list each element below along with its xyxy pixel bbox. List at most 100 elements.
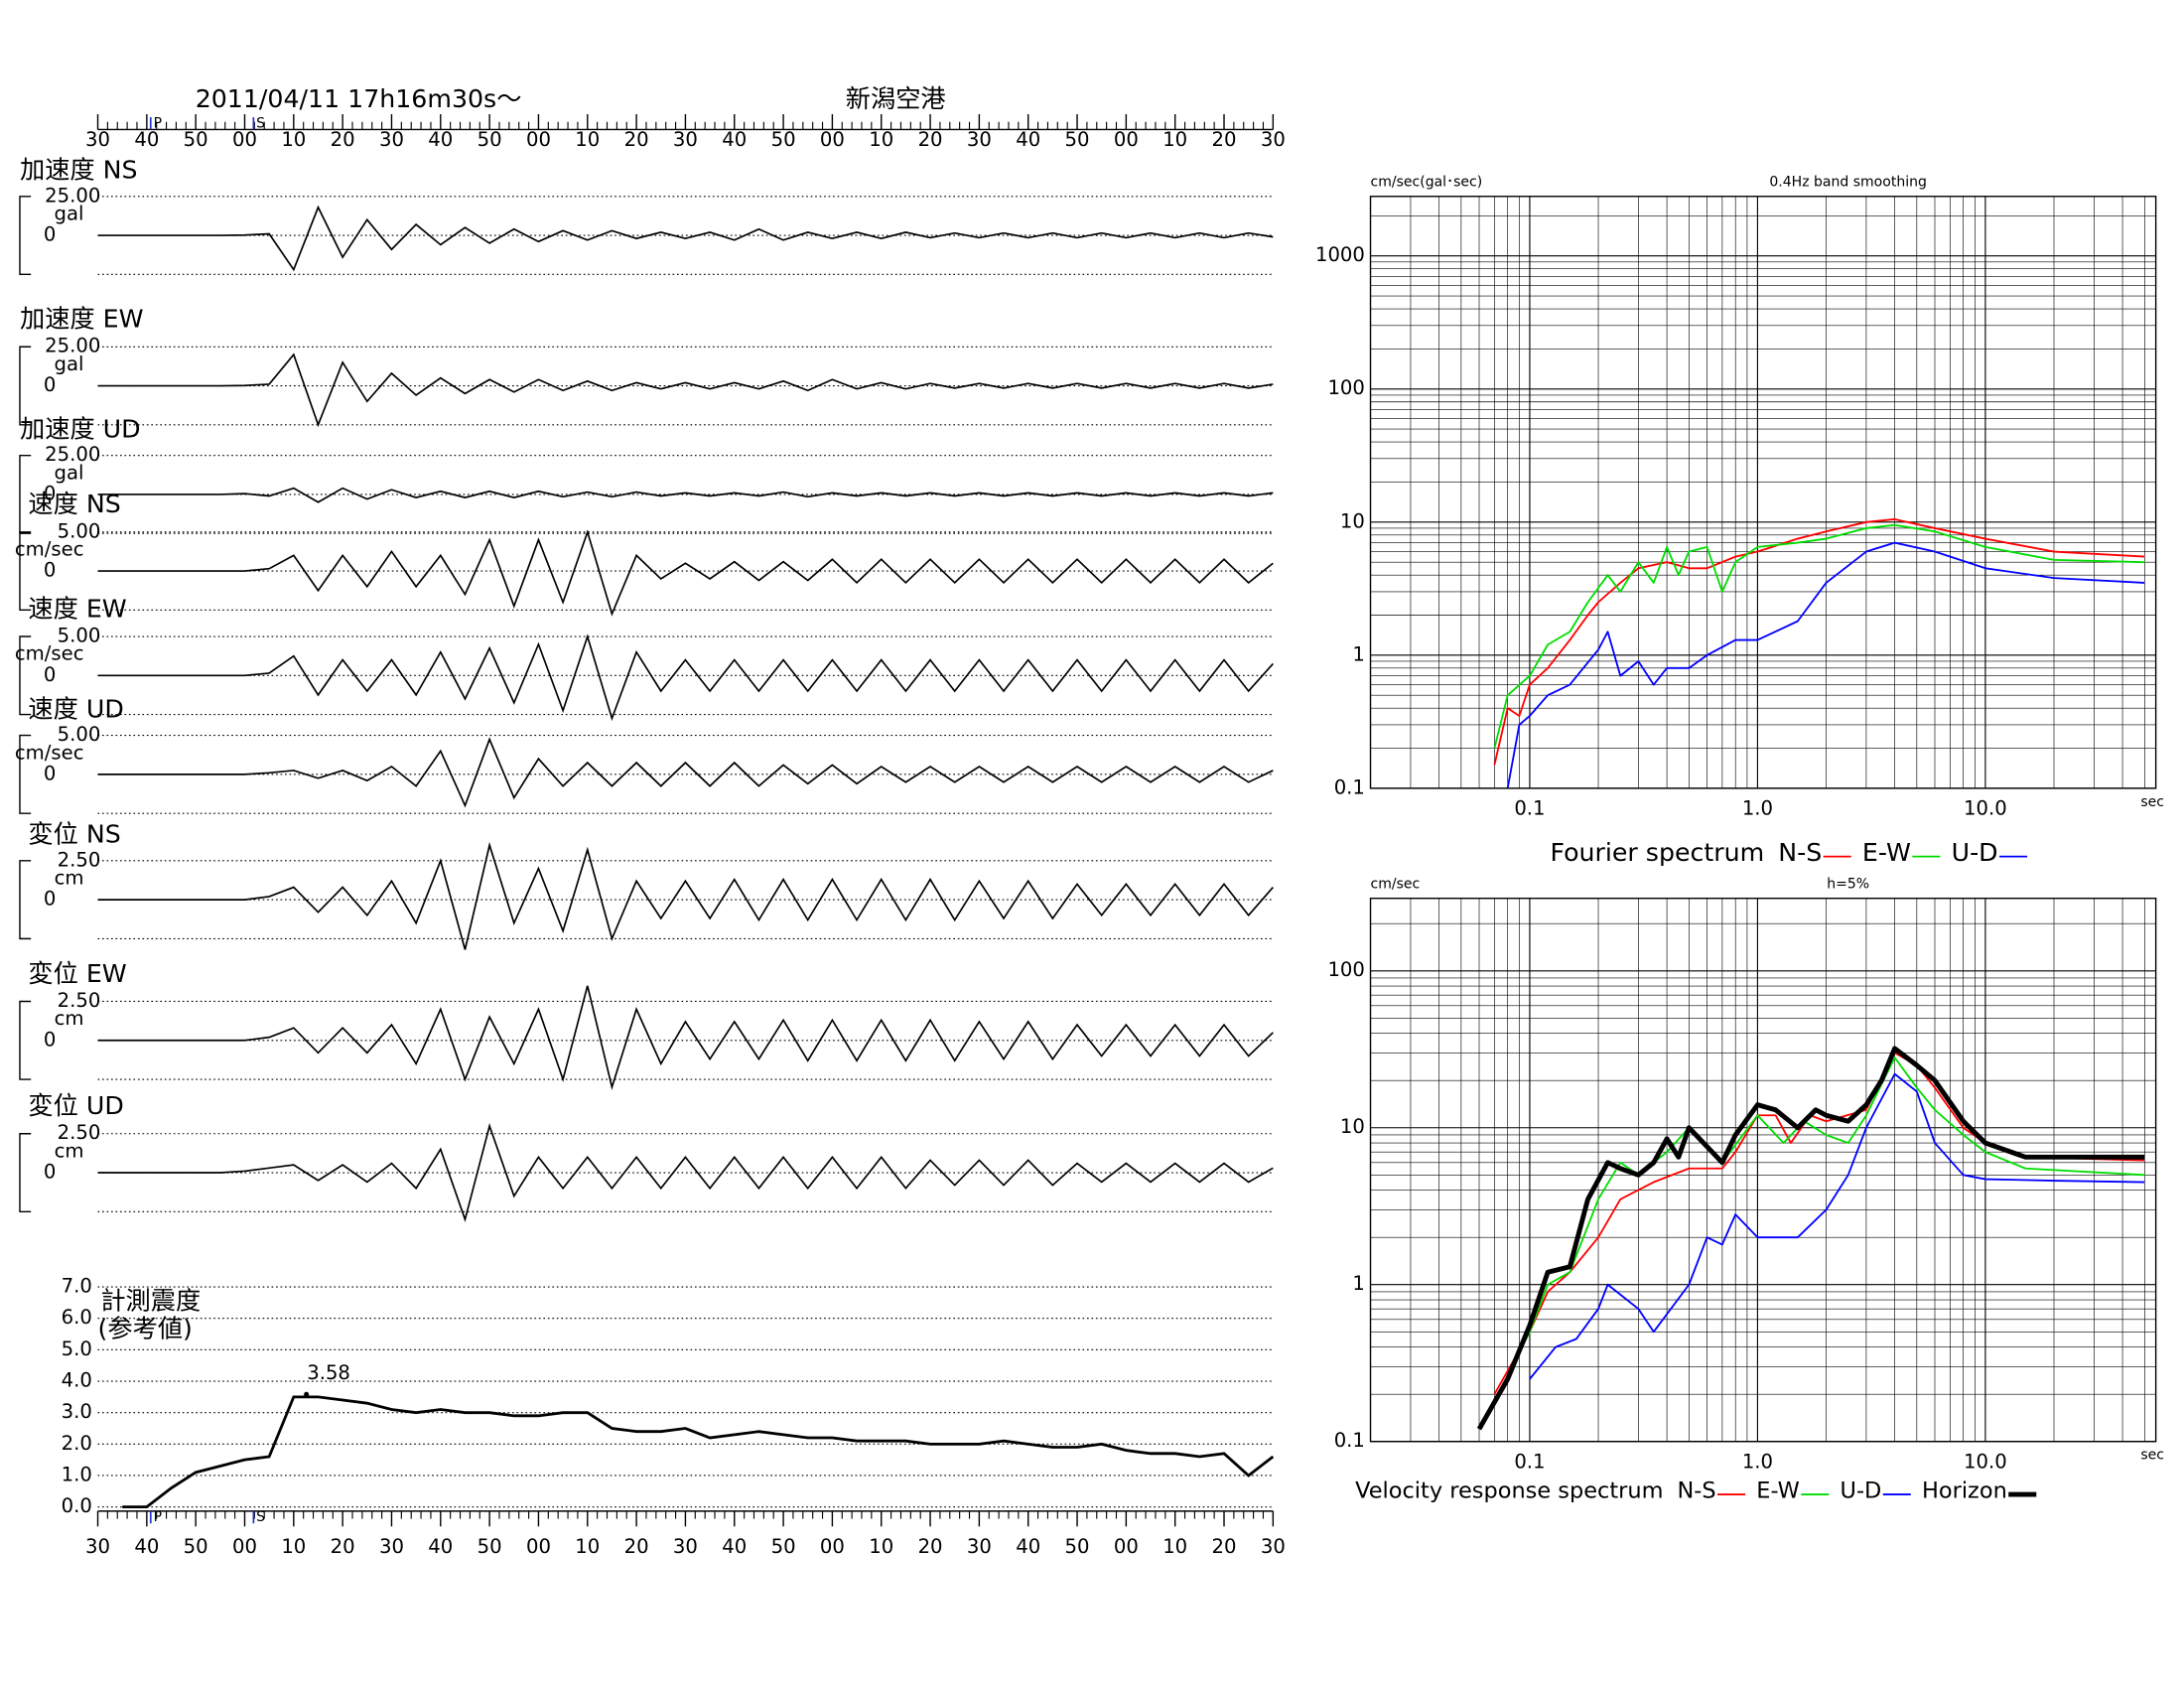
phase-label: P	[154, 1509, 162, 1525]
y-tick-label: 3.0	[62, 1400, 92, 1423]
time-tick-label: 00	[1114, 1535, 1139, 1558]
legend-label: Horizon	[1922, 1478, 2007, 1504]
y-tick-label: 0	[44, 482, 56, 504]
y-tick-label: 25.00	[45, 335, 100, 357]
panel-title: 変位 UD	[28, 1091, 123, 1120]
panel-bracket	[19, 196, 32, 276]
time-tick-label: 00	[1114, 128, 1139, 151]
spectrum-plot: 0.1 1 10 100 1000 0.1 1.0 10.0 cm/sec(gal･sec) se…	[1315, 175, 2164, 867]
time-tick-label: 50	[771, 1535, 796, 1558]
panel-bracket	[19, 454, 32, 534]
time-tick-label: 40	[722, 128, 747, 151]
y-unit-label: cm	[55, 867, 84, 890]
time-tick-label: 50	[478, 128, 502, 151]
y-tick-label: 0	[44, 762, 56, 784]
plot-subtitle: 0.4Hz band smoothing	[1769, 175, 1927, 191]
spectrum-line	[1493, 1052, 2145, 1395]
waveform-trace	[97, 985, 1274, 1091]
plot-title: Fourier spectrum	[1550, 838, 1764, 867]
time-tick-label: 10	[1162, 1535, 1187, 1558]
y-tick-label: 1000	[1315, 243, 1365, 266]
time-tick-label: 20	[1212, 128, 1237, 151]
panel-bracket	[19, 531, 32, 612]
time-tick-label: 30	[1261, 128, 1286, 151]
phase-label: P	[154, 115, 162, 131]
intensity-trace	[122, 1395, 1275, 1509]
time-tick-label: 00	[820, 1535, 845, 1558]
time-tick-label: 10	[869, 128, 893, 151]
panel-bracket	[19, 635, 32, 716]
spectrum-line	[1493, 523, 2145, 749]
waveform-trace	[97, 633, 1274, 722]
time-tick-label: 30	[85, 1535, 110, 1558]
y-tick-label: 4.0	[62, 1369, 92, 1392]
time-tick-label: 10	[869, 1535, 893, 1558]
plot-title: Velocity response spectrum	[1355, 1478, 1663, 1504]
time-tick-label: 30	[673, 1535, 698, 1558]
time-tick-label: 30	[967, 1535, 992, 1558]
y-tick-label: 0.1	[1334, 775, 1365, 798]
time-tick-label: 40	[722, 1535, 747, 1558]
y-tick-label: 1	[1352, 642, 1364, 665]
y-tick-label: 25.00	[45, 184, 100, 207]
plot-frame	[1369, 898, 2157, 1443]
time-tick-label: 40	[134, 1535, 159, 1558]
waveform-trace	[97, 352, 1274, 428]
time-tick-label: 30	[967, 128, 992, 151]
waveform-trace	[97, 205, 1274, 272]
y-unit-label: cm/sec(gal･sec)	[1371, 175, 1483, 191]
time-tick-label: 10	[575, 1535, 600, 1558]
y-unit-label: cm/sec	[15, 642, 84, 665]
peak-label: 3.58	[307, 1361, 350, 1384]
x-tick-label: 10.0	[1964, 796, 2007, 819]
time-tick-label: 00	[526, 1535, 551, 1558]
panel-bracket	[19, 734, 32, 814]
legend-label: N-S	[1778, 838, 1822, 867]
y-tick-label: 10	[1340, 1115, 1365, 1138]
y-tick-label: 1	[1352, 1272, 1364, 1295]
y-tick-label: 2.50	[58, 1121, 101, 1144]
y-unit-label: cm/sec	[1371, 877, 1421, 893]
time-tick-label: 20	[918, 1535, 943, 1558]
y-unit-label: cm/sec	[15, 538, 84, 561]
time-tick-label: 20	[918, 128, 943, 151]
panel-title: 速度 UD	[28, 694, 123, 723]
spectrum-line	[1493, 1056, 2145, 1402]
time-tick-label: 40	[1016, 1535, 1040, 1558]
intensity-panel: 0.0 1.0 2.0 3.0 4.0 5.0 6.0 7.0 計測震度(参考値) 3.58	[62, 1275, 1275, 1517]
time-tick-label: 10	[1162, 128, 1187, 151]
x-unit-label: sec	[2140, 794, 2164, 810]
time-tick-label: 30	[379, 128, 404, 151]
record-datetime: 2011/04/11 17h16m30s〜	[196, 84, 522, 113]
x-tick-label: 1.0	[1742, 1450, 1773, 1473]
y-unit-label: gal	[55, 461, 84, 484]
x-unit-label: sec	[2140, 1448, 2164, 1464]
spectrum-line	[1476, 1046, 2145, 1431]
x-tick-label: 1.0	[1742, 796, 1773, 819]
legend-label: U-D	[1952, 838, 1998, 867]
y-tick-label: 0	[44, 663, 56, 686]
time-tick-label: 10	[281, 128, 306, 151]
y-tick-label: 6.0	[62, 1306, 92, 1329]
time-tick-label: 00	[820, 128, 845, 151]
time-tick-label: 50	[478, 1535, 502, 1558]
y-tick-label: 0	[44, 1161, 56, 1184]
y-tick-label: 0	[44, 1028, 56, 1051]
y-tick-label: 25.00	[45, 443, 100, 466]
y-tick-label: 100	[1327, 376, 1364, 399]
y-tick-label: 5.00	[58, 519, 101, 542]
spectrum-line	[1529, 1072, 2145, 1380]
y-tick-label: 2.50	[58, 848, 101, 871]
x-tick-label: 0.1	[1514, 796, 1545, 819]
time-tick-label: 20	[1212, 1535, 1237, 1558]
waveform-trace	[97, 529, 1274, 617]
y-tick-label: 10	[1340, 509, 1365, 532]
time-tick-label: 10	[281, 1535, 306, 1558]
y-tick-label: 5.00	[58, 723, 101, 746]
panel-title: 加速度 NS	[20, 156, 138, 185]
